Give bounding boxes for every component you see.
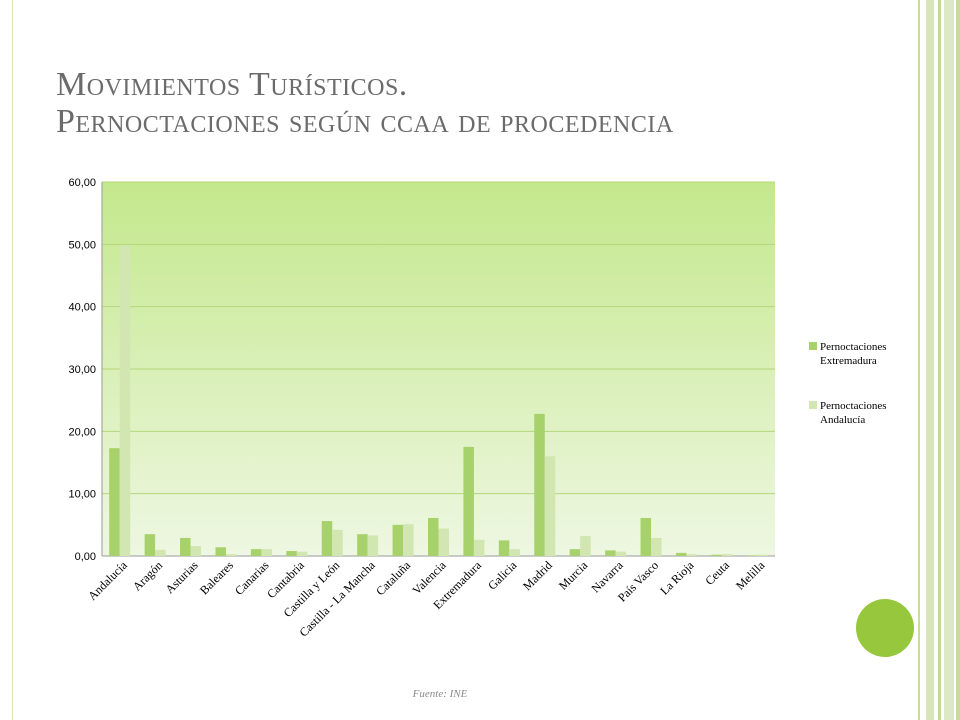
- bar-andalucia: [261, 549, 272, 556]
- decorative-stripe: [918, 0, 920, 720]
- decorative-circle: [856, 599, 914, 657]
- bar-extremadura: [392, 524, 404, 556]
- x-tick-label: Andalucía: [85, 558, 130, 603]
- bar-andalucia: [721, 554, 733, 556]
- bar-extremadura: [746, 555, 758, 556]
- bar-andalucia: [296, 551, 308, 556]
- legend-label: Pernoctaciones Andalucía: [820, 400, 887, 426]
- bar-andalucia: [225, 554, 237, 556]
- bar-andalucia: [615, 551, 627, 556]
- bar-extremadura: [321, 521, 333, 556]
- bar-extremadura: [534, 413, 545, 556]
- bar-andalucia: [580, 536, 591, 556]
- legend-swatch: [809, 401, 817, 409]
- bar-extremadura: [605, 550, 616, 556]
- bar-andalucia: [509, 549, 520, 556]
- y-tick-label: 30,00: [68, 364, 96, 376]
- bar-extremadura: [144, 534, 156, 556]
- decorative-stripe: [938, 0, 941, 720]
- y-tick-label: 40,00: [68, 302, 96, 314]
- legend-label: Pernoctaciones Extremadura: [820, 341, 887, 367]
- bar-andalucia: [190, 546, 202, 556]
- bar-extremadura: [640, 517, 652, 556]
- bar-andalucia: [155, 549, 166, 556]
- x-tick-label: Galicia: [485, 558, 520, 593]
- legend: Pernoctaciones Extremadura Pernoctaciones A…: [809, 341, 887, 426]
- bar-extremadura: [675, 552, 687, 556]
- bar-extremadura: [498, 540, 510, 556]
- y-tick-label: 10,00: [68, 489, 96, 501]
- bar-andalucia: [119, 245, 131, 556]
- decorative-stripe: [926, 0, 934, 720]
- x-tick-label: Aragón: [130, 558, 165, 593]
- bar-extremadura: [711, 554, 722, 556]
- bar-andalucia: [332, 529, 343, 556]
- x-axis: Andalucía AragónAsturiasBalearesCanariasC…: [85, 558, 768, 640]
- x-tick-label: Melilla: [733, 558, 768, 593]
- bars: [109, 245, 768, 556]
- y-tick-label: 0,00: [75, 551, 96, 563]
- decorative-stripe: [944, 0, 954, 720]
- bar-extremadura: [569, 549, 581, 556]
- slide-title-line-1: Movimientos Turísticos.: [56, 66, 408, 103]
- x-tick-label: Asturias: [162, 558, 200, 596]
- bar-andalucia: [757, 554, 768, 556]
- bar-andalucia: [367, 535, 379, 556]
- legend-swatch: [809, 342, 817, 350]
- decorative-stripe: [956, 0, 960, 720]
- bar-extremadura: [180, 537, 191, 556]
- slide-title-line-2: Pernoctaciones según ccaa de procedencia: [56, 103, 674, 140]
- left-border-line: [12, 0, 13, 720]
- y-tick-label: 60,00: [68, 177, 96, 189]
- bar-andalucia: [438, 528, 449, 556]
- bar-andalucia: [686, 554, 697, 556]
- bar-andalucia: [651, 537, 662, 556]
- x-tick-label: Ceuta: [702, 558, 732, 588]
- source-note: Fuente: INE: [412, 688, 468, 700]
- slide-title: Movimientos Turísticos. Pernoctaciones s…: [56, 66, 876, 140]
- bar-andalucia: [403, 524, 414, 556]
- y-tick-label: 50,00: [68, 239, 96, 251]
- y-tick-label: 20,00: [68, 426, 96, 438]
- bar-extremadura: [215, 547, 226, 556]
- x-tick-label: Baleares: [197, 558, 236, 597]
- x-tick-label: La Rioja: [657, 558, 697, 598]
- bar-extremadura: [109, 448, 120, 556]
- bar-andalucia: [473, 539, 485, 556]
- bar-andalucia: [544, 456, 556, 556]
- x-tick-label: Murcia: [556, 558, 591, 593]
- bar-extremadura: [428, 517, 439, 556]
- y-axis: 0,00 10,00 20,00 30,00 40,00 50,00 60,00: [68, 177, 775, 563]
- bar-extremadura: [286, 551, 297, 556]
- bar-extremadura: [463, 446, 474, 556]
- bar-extremadura: [250, 549, 262, 556]
- bar-extremadura: [357, 534, 368, 556]
- x-tick-label: Madrid: [520, 558, 555, 593]
- x-tick-label: Cataluña: [373, 558, 414, 599]
